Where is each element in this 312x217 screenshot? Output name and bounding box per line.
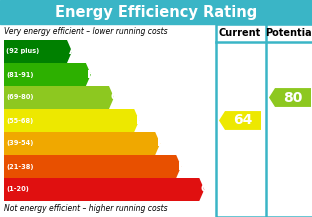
Text: (81-91): (81-91) [6,71,33,77]
Text: A: A [69,46,77,56]
Polygon shape [4,132,160,155]
Text: 64: 64 [233,113,253,128]
Text: D: D [136,115,145,125]
Polygon shape [4,109,139,132]
Polygon shape [4,40,72,63]
Text: E: E [157,138,164,148]
Bar [0,0,312,24]
Bar [216,24,312,217]
Text: C: C [110,92,119,102]
Polygon shape [4,86,114,109]
Polygon shape [269,88,311,107]
Text: (39-54): (39-54) [6,140,33,146]
Text: (92 plus): (92 plus) [6,49,39,54]
Text: G: G [201,184,210,194]
Text: (21-38): (21-38) [6,163,33,169]
Polygon shape [219,111,261,130]
Text: Not energy efficient – higher running costs: Not energy efficient – higher running co… [4,204,168,213]
Text: B: B [87,69,96,79]
Polygon shape [4,155,181,178]
Text: 80: 80 [283,90,303,105]
Text: Potential: Potential [265,28,312,38]
Text: Energy Efficiency Rating: Energy Efficiency Rating [55,5,257,20]
Bar [216,24,312,217]
Text: F: F [178,161,185,171]
Polygon shape [4,63,91,86]
Text: (1-20): (1-20) [6,186,29,192]
Text: (69-80): (69-80) [6,94,33,100]
Text: Very energy efficient – lower running costs: Very energy efficient – lower running co… [4,27,168,36]
Polygon shape [4,178,204,201]
Text: (55-68): (55-68) [6,117,33,123]
Text: Current: Current [219,28,261,38]
